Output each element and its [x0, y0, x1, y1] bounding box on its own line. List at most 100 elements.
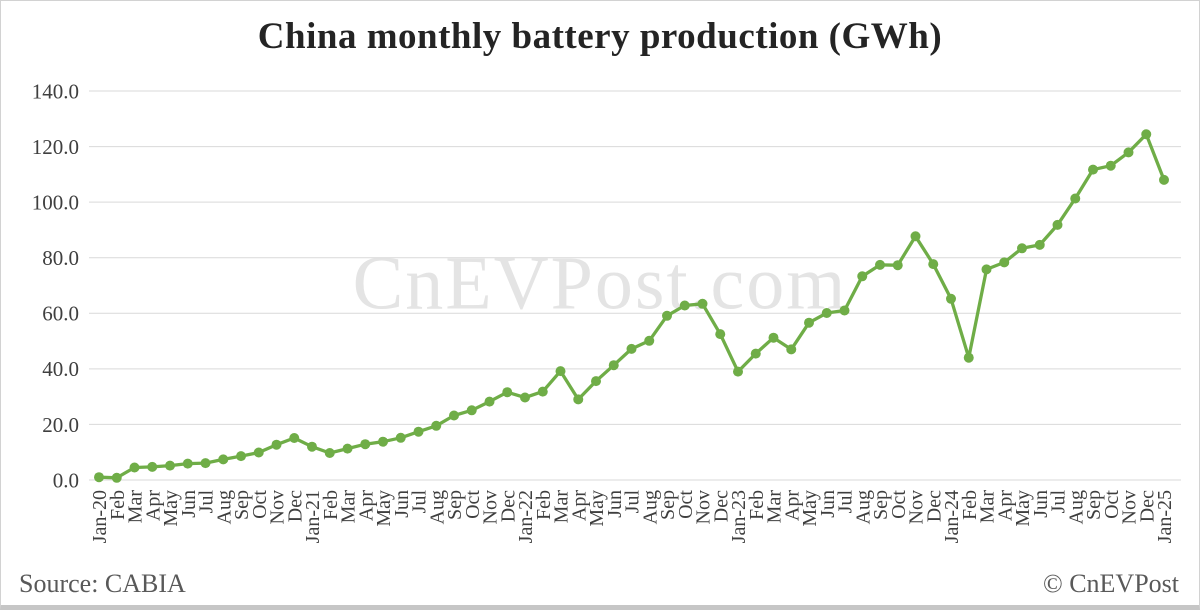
x-tick-label: Feb [533, 490, 555, 520]
data-point [466, 405, 477, 416]
x-tick-label: Jul [196, 490, 218, 514]
chart-title: China monthly battery production (GWh) [257, 16, 943, 57]
data-point [484, 396, 495, 407]
x-tick-label: Jun [1030, 490, 1052, 518]
x-tick-label: Mar [764, 490, 786, 524]
data-point [431, 420, 442, 431]
x-tick-label: Apr [568, 490, 590, 521]
x-tick-label: Oct [462, 490, 484, 519]
x-tick-label: Jan-22 [515, 490, 537, 543]
data-point [1123, 147, 1134, 158]
y-tick-label: 140.0 [32, 79, 79, 103]
data-line [97, 132, 1166, 480]
x-tick-label: Dec [1136, 490, 1158, 522]
data-point [1141, 129, 1152, 140]
data-point [750, 348, 761, 359]
x-tick-label: May [1012, 490, 1034, 527]
data-point [910, 231, 921, 242]
x-tick-label: Nov [1119, 490, 1141, 524]
x-tick-label: Nov [480, 490, 502, 524]
data-point [591, 376, 601, 387]
x-tick-label: Oct [888, 490, 910, 519]
data-point [147, 461, 158, 472]
x-tick-label: Nov [267, 490, 289, 524]
y-tick-label: 80.0 [42, 246, 79, 270]
data-point [839, 305, 850, 316]
x-tick-label: Aug [213, 490, 235, 524]
data-point [679, 300, 690, 311]
x-tick-label: Feb [320, 490, 342, 520]
x-tick-label: Jan-24 [941, 490, 963, 543]
data-point [378, 436, 388, 447]
x-tick-label: Mar [977, 490, 999, 524]
x-tick-label: Sep [1083, 490, 1105, 520]
data-point [200, 458, 211, 469]
data-point [892, 260, 903, 271]
x-tick-label: Aug [639, 490, 661, 524]
data-point [1052, 219, 1063, 230]
data-point [289, 433, 300, 443]
x-tick-label: Jul [1048, 490, 1070, 514]
x-tick-label: Mar [125, 490, 147, 524]
x-tick-label: Jun [391, 490, 413, 518]
data-point [1105, 160, 1116, 171]
data-point [1159, 174, 1169, 185]
data-point [981, 264, 992, 275]
x-tick-label: Dec [710, 490, 732, 522]
data-point [129, 462, 140, 473]
x-tick-label: Feb [107, 490, 129, 520]
data-point [520, 392, 530, 403]
x-tick-label: May [799, 490, 821, 527]
x-tick-label: Jan-25 [1154, 490, 1176, 543]
x-tick-label: Apr [994, 490, 1016, 521]
x-tick-label: Apr [142, 490, 164, 521]
x-tick-label: Sep [870, 490, 892, 520]
data-point [928, 259, 939, 270]
x-tick-label: Mar [338, 490, 360, 524]
data-point [111, 472, 122, 483]
data-point [307, 441, 317, 452]
x-tick-label: Jan-20 [89, 490, 111, 543]
x-tick-label: Aug [852, 490, 874, 524]
x-tick-label: Aug [1065, 490, 1087, 524]
data-point [236, 451, 246, 462]
x-tick-label: Nov [906, 490, 928, 524]
x-tick-label: Sep [444, 490, 466, 520]
x-tick-label: Mar [551, 490, 573, 524]
x-tick-label: Apr [781, 490, 803, 521]
data-point [94, 472, 104, 483]
x-tick-label: Jan-21 [302, 490, 324, 543]
source-label: Source: CABIA [19, 569, 186, 598]
watermark-text: CnEVPost.com [352, 241, 848, 326]
data-point [857, 271, 868, 282]
data-point [271, 439, 282, 450]
x-tick-label: Oct [675, 490, 697, 519]
x-tick-label: Jun [604, 490, 626, 518]
data-point [324, 448, 335, 458]
x-tick-label: May [373, 490, 395, 527]
x-tick-label: Aug [426, 490, 448, 524]
x-tick-label: Jan-23 [728, 490, 750, 543]
x-tick-label: Jul [622, 490, 644, 514]
data-point [342, 443, 353, 454]
data-point [963, 352, 974, 363]
x-tick-label: Oct [1101, 490, 1123, 519]
data-point [449, 410, 459, 421]
data-point [395, 432, 406, 443]
data-point [786, 344, 797, 355]
data-point [537, 386, 548, 397]
data-point [1070, 193, 1081, 204]
data-point [502, 387, 513, 398]
data-point [821, 308, 832, 318]
data-point [715, 329, 726, 340]
data-point [182, 458, 193, 469]
x-tick-label: Sep [657, 490, 679, 520]
data-point [165, 460, 175, 471]
credit-label: © CnEVPost [1042, 569, 1179, 598]
x-tick-label: Nov [693, 490, 715, 524]
x-tick-label: Oct [249, 490, 271, 519]
data-point [733, 366, 743, 377]
data-point [413, 426, 424, 437]
x-tick-label: Sep [231, 490, 253, 520]
